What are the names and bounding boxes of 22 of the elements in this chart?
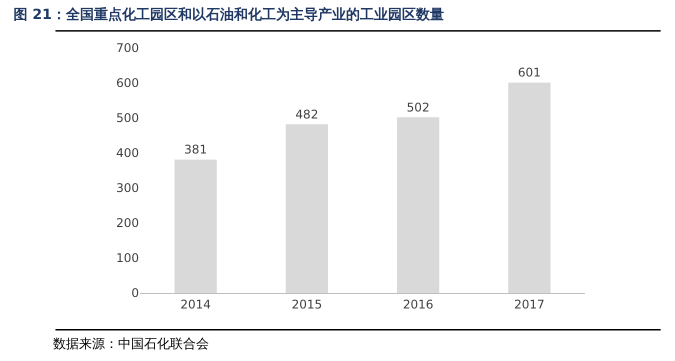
source-note: 数据来源：中国石化联合会: [53, 337, 209, 352]
bar: [174, 160, 217, 293]
y-tick-label: 500: [116, 111, 139, 126]
x-tick-label: 2016: [402, 297, 434, 312]
bar: [508, 82, 551, 293]
x-tick-label: 2017: [514, 297, 545, 312]
bar: [286, 124, 328, 293]
data-label: 482: [295, 107, 318, 122]
y-tick-label: 200: [116, 216, 139, 230]
x-tick-label: 2014: [180, 297, 211, 312]
y-tick-label: 0: [131, 286, 139, 300]
y-tick-label: 600: [116, 76, 139, 90]
bar: [396, 117, 440, 293]
data-label: 502: [406, 100, 430, 114]
x-tick-label: 2015: [292, 297, 322, 312]
data-label: 601: [518, 66, 541, 80]
data-label: 381: [184, 142, 208, 157]
y-tick-label: 300: [116, 181, 139, 196]
y-tick-label: 400: [116, 146, 139, 160]
y-tick-label: 700: [116, 41, 139, 56]
y-tick-label: 100: [116, 251, 139, 266]
chart-title: 图 21：全国重点化工园区和以石油和化工为主导产业的工业园区数量: [14, 6, 444, 23]
